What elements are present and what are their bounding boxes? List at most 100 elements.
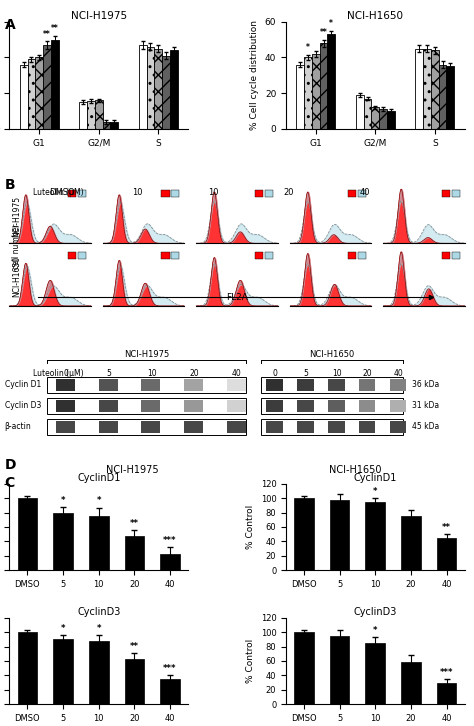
Bar	[264, 253, 273, 259]
Bar	[68, 253, 76, 259]
Bar	[296, 65, 304, 129]
Text: *: *	[329, 19, 333, 28]
Bar	[423, 49, 431, 129]
Text: NCI-H1650: NCI-H1650	[12, 256, 21, 297]
Text: **: **	[130, 642, 139, 651]
Text: Cyclin D1: Cyclin D1	[5, 380, 41, 389]
Bar	[79, 102, 87, 129]
Bar	[51, 40, 59, 129]
Text: 0: 0	[64, 369, 69, 378]
Title: CyclinD1: CyclinD1	[354, 473, 397, 483]
Bar	[364, 99, 372, 129]
Y-axis label: % Control: % Control	[246, 639, 255, 683]
Text: Luteolin (μM): Luteolin (μM)	[33, 188, 84, 197]
Text: DMSO: DMSO	[49, 188, 74, 197]
Bar	[452, 189, 460, 197]
Bar	[330, 636, 349, 704]
Text: ***: ***	[440, 668, 453, 677]
Bar	[110, 122, 118, 129]
Bar	[53, 639, 73, 704]
Text: cell number: cell number	[12, 224, 21, 269]
Text: **: **	[43, 30, 51, 38]
Text: 20: 20	[284, 188, 294, 197]
Bar	[304, 57, 312, 129]
Text: β-actin: β-actin	[5, 422, 31, 431]
Text: NCI-H1975: NCI-H1975	[12, 195, 21, 237]
Bar	[379, 109, 387, 129]
Bar	[20, 65, 27, 129]
Y-axis label: % Control: % Control	[246, 505, 255, 549]
Title: CyclinD3: CyclinD3	[354, 607, 397, 617]
Title: CyclinD1: CyclinD1	[77, 473, 120, 483]
Title: NCI-H1975: NCI-H1975	[71, 11, 127, 21]
Text: *: *	[306, 43, 310, 52]
Bar	[171, 253, 179, 259]
Bar	[89, 641, 109, 704]
Text: 10: 10	[132, 188, 143, 197]
Y-axis label: % Cell cycle distribution: % Cell cycle distribution	[250, 20, 259, 131]
Bar	[365, 502, 385, 570]
Bar	[125, 536, 144, 570]
Bar	[431, 50, 438, 129]
Bar	[294, 632, 314, 704]
Text: 45 kDa: 45 kDa	[412, 422, 439, 431]
Title: NCI-H1650: NCI-H1650	[347, 11, 403, 21]
Bar	[89, 516, 109, 570]
Bar	[255, 253, 263, 259]
Bar	[78, 189, 86, 197]
Text: 5: 5	[303, 369, 308, 378]
Text: NCI-H1975: NCI-H1975	[124, 350, 170, 359]
Text: 40: 40	[232, 369, 242, 378]
Bar	[312, 54, 319, 129]
Bar	[358, 253, 366, 259]
Bar	[160, 555, 180, 570]
Bar	[139, 45, 146, 129]
Bar	[401, 516, 421, 570]
Bar	[356, 95, 364, 129]
Text: 36 kDa: 36 kDa	[412, 380, 439, 389]
Text: *: *	[373, 626, 378, 635]
Bar	[162, 56, 170, 129]
Bar	[319, 44, 328, 129]
Text: *: *	[61, 624, 65, 633]
Text: *: *	[96, 624, 101, 633]
Text: 31 kDa: 31 kDa	[412, 401, 439, 410]
Text: NCI-H1650: NCI-H1650	[329, 465, 382, 475]
Bar	[162, 253, 170, 259]
Bar	[348, 189, 356, 197]
Bar	[53, 513, 73, 570]
Bar	[68, 189, 76, 197]
Text: **: **	[319, 28, 328, 37]
Bar	[437, 682, 456, 704]
Text: *: *	[61, 496, 65, 505]
Text: 20: 20	[363, 369, 372, 378]
Bar	[125, 658, 144, 704]
Bar	[442, 253, 450, 259]
Text: **: **	[442, 523, 451, 532]
Bar	[171, 189, 179, 197]
Text: 10: 10	[208, 188, 219, 197]
Bar	[348, 253, 356, 259]
Bar	[330, 499, 349, 570]
Bar	[294, 498, 314, 570]
Bar	[36, 57, 43, 129]
Bar	[447, 66, 454, 129]
Text: *: *	[96, 497, 101, 505]
Bar	[415, 49, 423, 129]
Bar	[264, 189, 273, 197]
Bar	[43, 45, 51, 129]
Bar	[442, 189, 450, 197]
Bar	[401, 662, 421, 704]
Bar	[162, 189, 170, 197]
Bar	[102, 122, 110, 129]
Bar	[170, 50, 178, 129]
Text: D: D	[5, 458, 16, 473]
Bar	[95, 100, 102, 129]
Text: 5: 5	[107, 369, 111, 378]
Bar	[387, 111, 395, 129]
Bar	[255, 189, 263, 197]
Text: *: *	[373, 487, 378, 496]
Bar	[452, 253, 460, 259]
Text: 0: 0	[273, 369, 277, 378]
Bar	[146, 46, 155, 129]
